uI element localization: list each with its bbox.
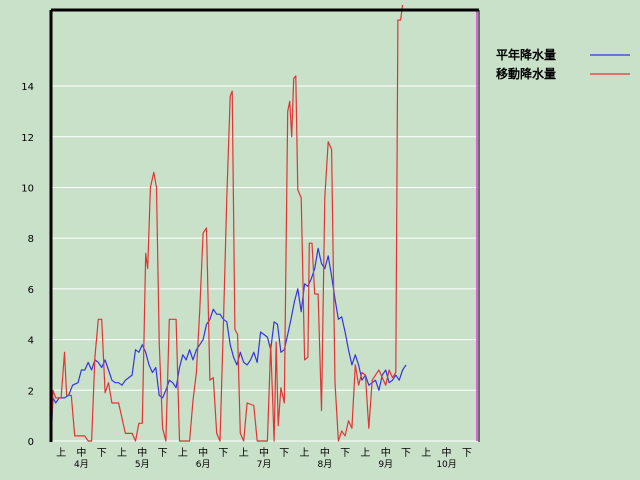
x-tick-label: 上 (117, 447, 127, 459)
y-tick-label: 14 (21, 82, 34, 93)
x-tick-label: 中 (442, 446, 452, 459)
y-tick-label: 6 (28, 285, 34, 296)
y-tick-label: 0 (28, 437, 34, 448)
month-label: 4月 (74, 459, 89, 470)
legend-label: 平年降水量 (496, 47, 556, 62)
y-axis-ticks: 0 2 4 6 8 10 12 14 (21, 82, 34, 448)
x-tick-label: 下 (158, 448, 168, 459)
x-tick-label: 中 (76, 446, 86, 459)
x-tick-label: 下 (218, 448, 228, 459)
y-tick-label: 8 (28, 234, 34, 245)
x-tick-label: 上 (421, 447, 431, 459)
y-tick-label: 4 (28, 336, 34, 347)
x-tick-label: 下 (97, 448, 107, 459)
x-tick-label: 中 (259, 446, 269, 459)
x-tick-label: 下 (401, 448, 411, 459)
month-labels: 4月 5月 6月 7月 8月 9月 10月 (74, 459, 457, 470)
month-label: 8月 (317, 459, 332, 470)
series-group (50, 4, 407, 442)
y-tick-label: 12 (21, 133, 34, 144)
y-tick-label: 2 (28, 386, 34, 397)
month-label: 10月 (436, 459, 456, 470)
x-tick-label: 上 (239, 447, 249, 459)
x-tick-label: 下 (462, 448, 472, 459)
x-tick-label: 中 (381, 446, 391, 459)
month-label: 6月 (196, 459, 211, 470)
x-tick-label: 下 (340, 448, 350, 459)
x-tick-label: 下 (279, 448, 289, 459)
x-tick-label: 中 (137, 446, 147, 459)
x-tick-label: 上 (178, 447, 188, 459)
legend-label: 移動降水量 (496, 66, 556, 81)
plot-frame (49, 8, 480, 442)
x-axis-ticks: 上中下上中下上中下上中下上中下上中下上中下 (56, 446, 472, 459)
gridlines (51, 85, 479, 442)
month-label: 9月 (378, 459, 393, 470)
series-line-1 (50, 4, 404, 442)
x-tick-label: 中 (320, 446, 330, 459)
x-tick-label: 上 (56, 447, 66, 459)
x-tick-label: 上 (300, 447, 310, 459)
y-tick-label: 10 (21, 183, 34, 194)
x-tick-label: 上 (360, 447, 370, 459)
series-line-0 (50, 247, 407, 442)
month-label: 5月 (135, 459, 150, 470)
x-tick-label: 中 (198, 446, 208, 459)
month-label: 7月 (257, 459, 272, 470)
